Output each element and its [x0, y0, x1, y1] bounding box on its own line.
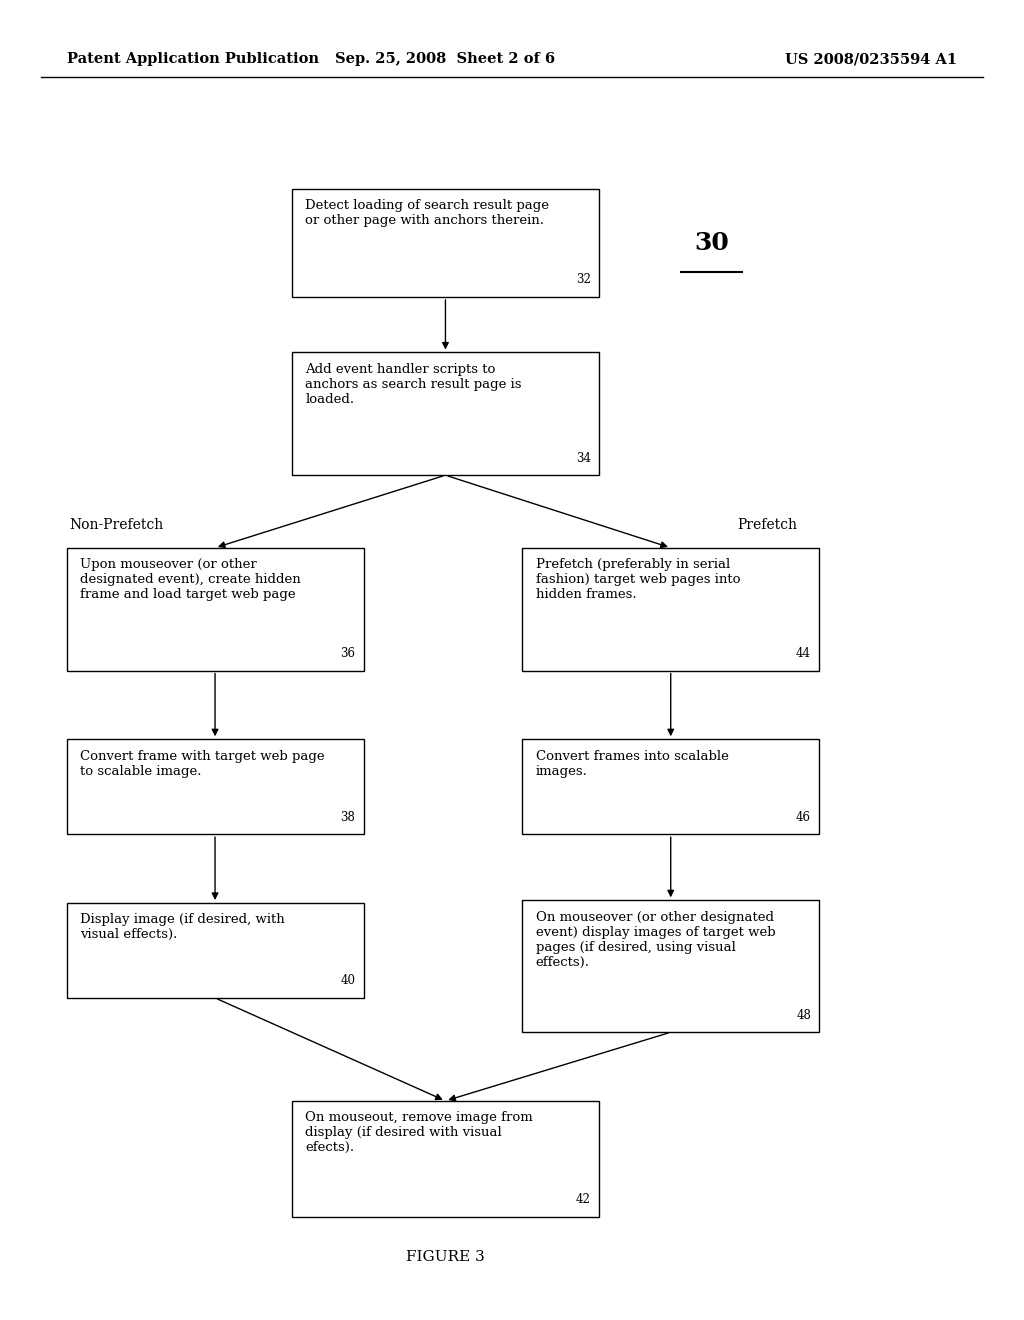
Text: 38: 38: [340, 810, 355, 824]
Text: 30: 30: [694, 231, 729, 255]
Text: 44: 44: [796, 647, 811, 660]
Bar: [292, 189, 599, 297]
Text: On mouseout, remove image from
display (if desired with visual
efects).: On mouseout, remove image from display (…: [305, 1111, 532, 1155]
Text: Add event handler scripts to
anchors as search result page is
loaded.: Add event handler scripts to anchors as …: [305, 363, 521, 407]
Text: 32: 32: [575, 273, 591, 286]
Bar: [67, 739, 364, 834]
Text: Upon mouseover (or other
designated event), create hidden
frame and load target : Upon mouseover (or other designated even…: [80, 558, 301, 602]
Text: 42: 42: [575, 1193, 591, 1206]
Bar: [67, 903, 364, 998]
Text: Prefetch (preferably in serial
fashion) target web pages into
hidden frames.: Prefetch (preferably in serial fashion) …: [536, 558, 740, 602]
Bar: [292, 352, 599, 475]
Bar: [522, 739, 819, 834]
Text: 36: 36: [340, 647, 355, 660]
Text: 48: 48: [796, 1008, 811, 1022]
Text: 34: 34: [575, 451, 591, 465]
Text: Prefetch: Prefetch: [737, 519, 798, 532]
Text: Convert frames into scalable
images.: Convert frames into scalable images.: [536, 750, 728, 777]
Bar: [67, 548, 364, 671]
Text: Sep. 25, 2008  Sheet 2 of 6: Sep. 25, 2008 Sheet 2 of 6: [336, 53, 555, 66]
Text: 40: 40: [340, 974, 355, 987]
Text: Non-Prefetch: Non-Prefetch: [70, 519, 164, 532]
Text: Patent Application Publication: Patent Application Publication: [67, 53, 318, 66]
Bar: [522, 900, 819, 1032]
Text: Display image (if desired, with
visual effects).: Display image (if desired, with visual e…: [80, 913, 285, 941]
Text: Convert frame with target web page
to scalable image.: Convert frame with target web page to sc…: [80, 750, 325, 777]
Text: Detect loading of search result page
or other page with anchors therein.: Detect loading of search result page or …: [305, 199, 549, 227]
Text: US 2008/0235594 A1: US 2008/0235594 A1: [785, 53, 957, 66]
Text: FIGURE 3: FIGURE 3: [407, 1250, 484, 1263]
Text: 46: 46: [796, 810, 811, 824]
Text: On mouseover (or other designated
event) display images of target web
pages (if : On mouseover (or other designated event)…: [536, 911, 775, 969]
Bar: [522, 548, 819, 671]
Bar: [292, 1101, 599, 1217]
